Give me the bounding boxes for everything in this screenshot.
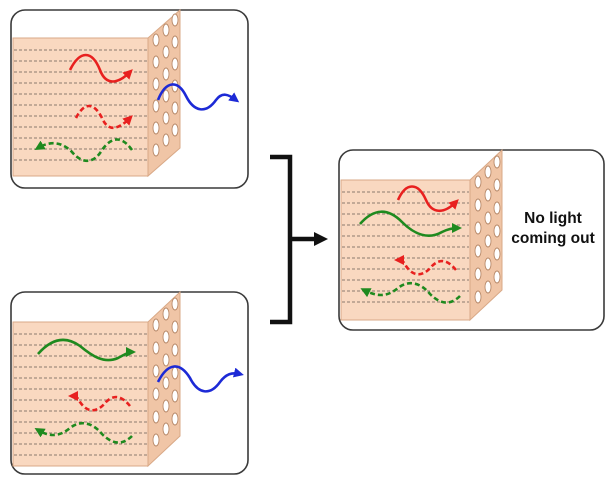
green-wave-solid [359,210,462,237]
red-wave-dashed [68,391,132,412]
red-wave-dashed [74,104,133,130]
panel-bottom-left [10,290,249,475]
pore-holes [474,155,501,304]
green-wave-dashed [34,138,134,163]
red-wave-solid [68,53,133,83]
green-wave-dashed [34,421,133,444]
pore-holes [152,297,179,447]
bracket-arrow-icon [270,154,328,325]
crystal-front-face [12,37,149,177]
crystal-front-face [340,179,471,321]
blue-wave-exiting [156,365,244,393]
panel-right [338,148,605,331]
green-wave-dashed [360,281,461,304]
crystal-layers [342,191,469,303]
crystal-layers [14,333,147,456]
panel-top-left [10,8,249,189]
caption-line-1: No light [524,210,582,227]
green-wave-solid [37,338,136,362]
no-light-caption: No light coming out [503,209,603,249]
combine-bracket [270,154,293,325]
red-wave-solid [396,185,459,213]
blue-wave-exiting [156,83,240,111]
caption-line-2: coming out [511,230,595,247]
red-wave-dashed [394,255,458,276]
